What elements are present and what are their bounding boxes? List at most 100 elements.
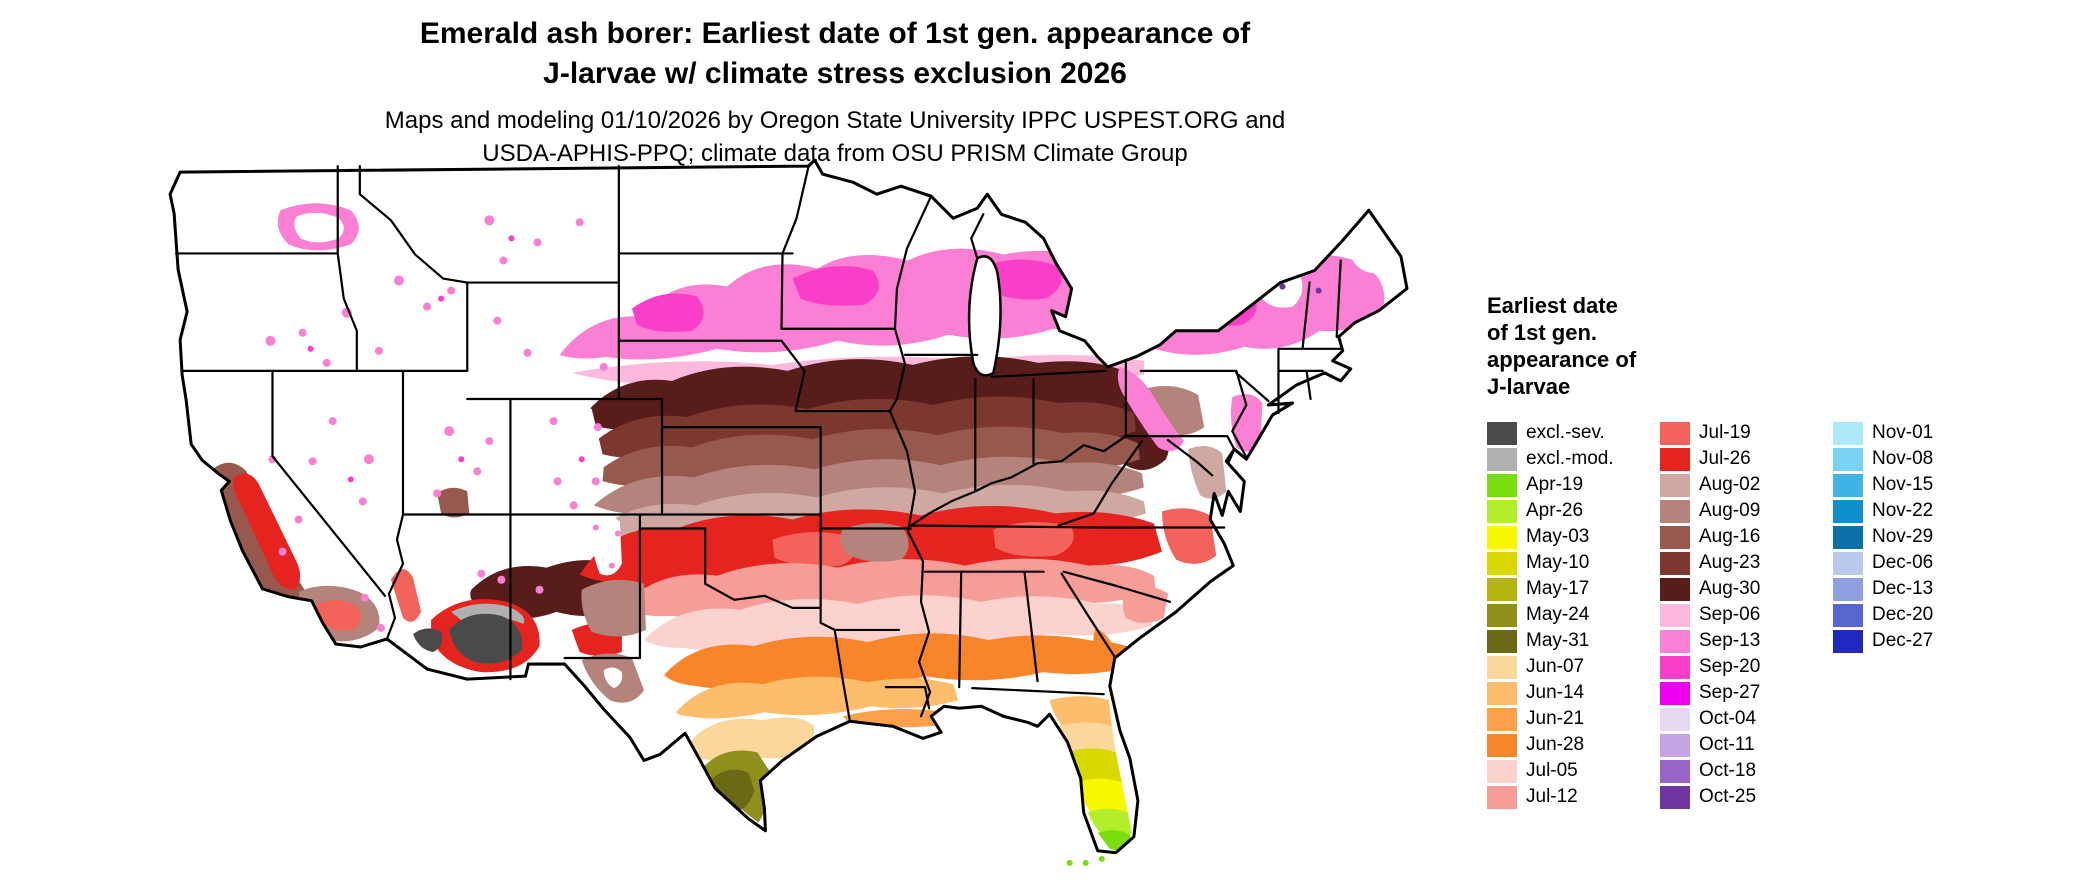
legend-swatch <box>1833 603 1863 627</box>
legend-item-label: May-17 <box>1526 578 1590 599</box>
subtitle: Maps and modeling 01/10/2026 by Oregon S… <box>0 104 1670 170</box>
legend-swatch <box>1487 473 1517 497</box>
legend-swatch <box>1487 499 1517 523</box>
legend: excl.-sev. excl.-mod. Apr-19 Apr-26 May-03 Ma… <box>1487 420 2006 810</box>
legend-item: Dec-13 <box>1833 576 2006 602</box>
legend-item: Jul-26 <box>1660 446 1833 472</box>
legend-item: Jun-21 <box>1487 706 1660 732</box>
legend-item: Jul-12 <box>1487 784 1660 810</box>
legend-item: May-10 <box>1487 550 1660 576</box>
legend-item-label: excl.-sev. <box>1526 422 1605 443</box>
legend-item: Apr-19 <box>1487 472 1660 498</box>
legend-swatch <box>1833 629 1863 653</box>
legend-item-label: May-31 <box>1526 630 1590 651</box>
legend-item: Nov-29 <box>1833 524 2006 550</box>
legend-item: Aug-30 <box>1660 576 1833 602</box>
legend-item-label: Jun-21 <box>1526 708 1585 729</box>
legend-item-label: Aug-30 <box>1699 578 1761 599</box>
legend-swatch <box>1660 525 1690 549</box>
legend-item-label: Nov-22 <box>1872 500 1934 521</box>
legend-item: May-03 <box>1487 524 1660 550</box>
legend-swatch <box>1833 525 1863 549</box>
legend-item-label: May-10 <box>1526 552 1590 573</box>
legend-item: May-17 <box>1487 576 1660 602</box>
legend-swatch <box>1487 551 1517 575</box>
legend-item: May-24 <box>1487 602 1660 628</box>
legend-item-label: Dec-20 <box>1872 604 1934 625</box>
legend-item: Sep-13 <box>1660 628 1833 654</box>
legend-swatch <box>1487 447 1517 471</box>
legend-item-label: Jul-19 <box>1699 422 1751 443</box>
legend-column-3: Nov-01 Nov-08 Nov-15 Nov-22 Nov-29 Dec-06 Dec-… <box>1833 420 2006 810</box>
legend-item-label: Aug-02 <box>1699 474 1761 495</box>
legend-item: Oct-18 <box>1660 758 1833 784</box>
legend-item: Oct-11 <box>1660 732 1833 758</box>
region-jul19-pockets <box>772 521 1074 567</box>
legend-swatch <box>1487 603 1517 627</box>
legend-title-line1: Earliest date <box>1487 293 1618 318</box>
legend-title: Earliest date of 1st gen. appearance of … <box>1487 292 1636 400</box>
region-excl-sev <box>413 613 523 664</box>
legend-item-label: Sep-20 <box>1699 656 1761 677</box>
legend-item: Jun-28 <box>1487 732 1660 758</box>
legend-swatch <box>1487 759 1517 783</box>
region-oct25-specks <box>1279 283 1322 294</box>
legend-swatch <box>1487 421 1517 445</box>
map-regions <box>211 203 1395 851</box>
legend-swatch <box>1833 499 1863 523</box>
header: Emerald ash borer: Earliest date of 1st … <box>0 14 1670 170</box>
legend-item-label: Jul-26 <box>1699 448 1751 469</box>
legend-item-label: Nov-29 <box>1872 526 1934 547</box>
legend-swatch <box>1660 551 1690 575</box>
region-sep20-specks <box>307 235 585 483</box>
region-may31-texas <box>712 769 755 811</box>
legend-item: Oct-04 <box>1660 706 1833 732</box>
legend-item-label: Apr-26 <box>1526 500 1584 521</box>
legend-item: Sep-20 <box>1660 654 1833 680</box>
legend-item: Dec-20 <box>1833 602 2006 628</box>
region-sep13-overlays <box>1117 366 1263 452</box>
legend-swatch <box>1660 785 1690 809</box>
legend-item: Aug-02 <box>1660 472 1833 498</box>
legend-item: excl.-mod. <box>1487 446 1660 472</box>
legend-swatch <box>1660 733 1690 757</box>
legend-swatch <box>1487 655 1517 679</box>
legend-item-label: Oct-18 <box>1699 760 1757 781</box>
legend-swatch <box>1833 551 1863 575</box>
legend-item: Aug-16 <box>1660 524 1833 550</box>
legend-item-label: Nov-15 <box>1872 474 1934 495</box>
legend-swatch <box>1660 603 1690 627</box>
legend-item-label: Dec-06 <box>1872 552 1934 573</box>
legend-item-label: Jun-28 <box>1526 734 1585 755</box>
legend-item-label: Sep-13 <box>1699 630 1761 651</box>
legend-item-label: May-03 <box>1526 526 1590 547</box>
legend-item: Sep-27 <box>1660 680 1833 706</box>
legend-swatch <box>1487 681 1517 705</box>
legend-item-label: Dec-13 <box>1872 578 1934 599</box>
legend-item-label: Oct-04 <box>1699 708 1757 729</box>
legend-swatch <box>1833 447 1863 471</box>
legend-item-label: Oct-11 <box>1699 734 1755 755</box>
legend-item: Nov-01 <box>1833 420 2006 446</box>
legend-item-label: Aug-09 <box>1699 500 1761 521</box>
florida-keys-specks <box>1066 855 1105 866</box>
legend-item-label: excl.-mod. <box>1526 448 1614 469</box>
legend-item-label: Oct-25 <box>1699 786 1757 807</box>
subtitle-line1: Maps and modeling 01/10/2026 by Oregon S… <box>384 107 1286 134</box>
legend-swatch <box>1833 577 1863 601</box>
legend-item: Aug-23 <box>1660 550 1833 576</box>
legend-title-line3: appearance of <box>1487 347 1637 372</box>
legend-item: Dec-27 <box>1833 628 2006 654</box>
page-title-line1: Emerald ash borer: Earliest date of 1st … <box>419 17 1251 50</box>
legend-swatch <box>1487 733 1517 757</box>
legend-item-label: Aug-23 <box>1699 552 1761 573</box>
legend-swatch <box>1660 681 1690 705</box>
legend-item: Jul-19 <box>1660 420 1833 446</box>
region-jun28 <box>664 627 1139 690</box>
legend-item: Nov-08 <box>1833 446 2006 472</box>
legend-item: Jun-14 <box>1487 680 1660 706</box>
legend-swatch <box>1660 655 1690 679</box>
legend-swatch <box>1487 577 1517 601</box>
legend-item-label: Apr-19 <box>1526 474 1584 495</box>
legend-swatch <box>1833 473 1863 497</box>
